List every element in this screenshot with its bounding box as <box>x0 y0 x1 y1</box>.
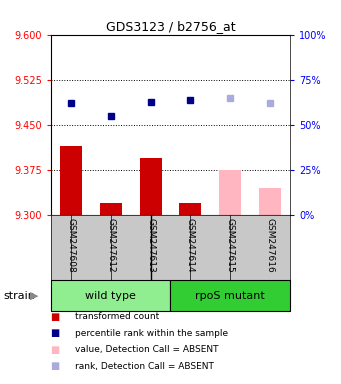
Bar <box>259 188 281 215</box>
Bar <box>100 203 122 215</box>
Text: value, Detection Call = ABSENT: value, Detection Call = ABSENT <box>75 345 219 354</box>
Bar <box>60 146 82 215</box>
Title: GDS3123 / b2756_at: GDS3123 / b2756_at <box>106 20 235 33</box>
Text: GSM247612: GSM247612 <box>106 218 115 273</box>
Text: ■: ■ <box>50 345 59 355</box>
Bar <box>219 170 241 215</box>
Text: rpoS mutant: rpoS mutant <box>195 291 265 301</box>
Text: GSM247613: GSM247613 <box>146 218 155 273</box>
Text: ▶: ▶ <box>30 291 38 301</box>
Text: strain: strain <box>3 291 35 301</box>
Text: ■: ■ <box>50 328 59 338</box>
Text: GSM247615: GSM247615 <box>226 218 235 273</box>
Text: ■: ■ <box>50 312 59 322</box>
Bar <box>179 203 201 215</box>
Text: wild type: wild type <box>85 291 136 301</box>
Bar <box>140 158 162 215</box>
Text: transformed count: transformed count <box>75 312 159 321</box>
Bar <box>170 280 290 311</box>
Text: ■: ■ <box>50 361 59 371</box>
Text: GSM247616: GSM247616 <box>265 218 275 273</box>
Text: GSM247608: GSM247608 <box>66 218 76 273</box>
Text: percentile rank within the sample: percentile rank within the sample <box>75 329 228 338</box>
Bar <box>51 280 170 311</box>
Text: rank, Detection Call = ABSENT: rank, Detection Call = ABSENT <box>75 362 214 371</box>
Text: GSM247614: GSM247614 <box>186 218 195 273</box>
